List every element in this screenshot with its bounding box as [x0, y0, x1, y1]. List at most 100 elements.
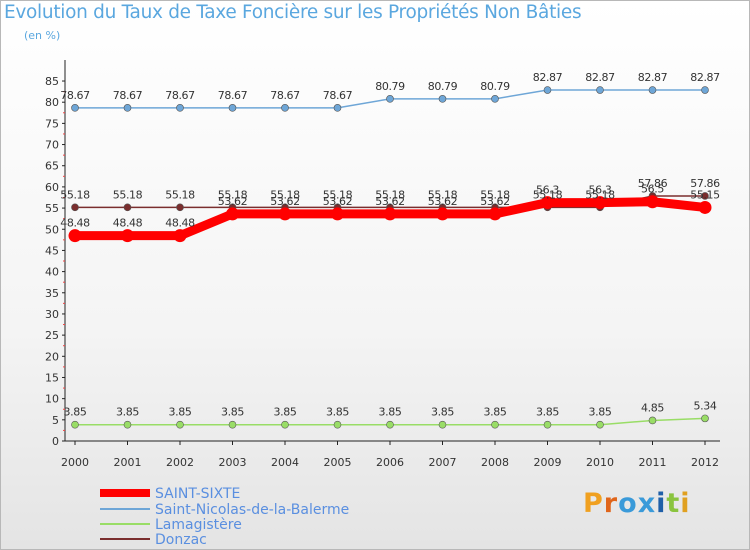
data-label: 57.86	[638, 177, 668, 190]
logo-letter: i	[656, 488, 667, 519]
data-point	[226, 207, 239, 221]
x-tick-label: 2012	[691, 456, 719, 469]
data-point	[383, 207, 397, 221]
x-tick-label: 2004	[271, 456, 299, 469]
y-tick-label: 85	[45, 75, 59, 88]
data-label: 3.85	[536, 406, 559, 419]
data-label: 78.67	[218, 89, 248, 102]
x-tick-label: 2007	[429, 456, 457, 469]
data-label: 53.62	[375, 195, 405, 208]
data-label: 56.3	[589, 184, 612, 197]
data-label: 78.67	[113, 89, 143, 102]
data-label: 5.34	[694, 399, 717, 412]
x-tick-label: 2010	[586, 456, 614, 469]
data-label: 3.85	[484, 406, 507, 419]
data-label: 82.87	[533, 71, 563, 84]
x-tick-label: 2006	[376, 456, 404, 469]
data-label: 55.18	[113, 188, 143, 201]
legend-label: Donzac	[155, 532, 207, 548]
logo-letter: o	[618, 488, 638, 519]
data-point	[701, 192, 709, 200]
data-label: 55.18	[270, 188, 300, 201]
data-label: 56.3	[536, 184, 559, 197]
data-point	[333, 104, 342, 112]
y-axis-label: (en %)	[24, 29, 61, 42]
data-point	[228, 420, 237, 429]
chart-title: Evolution du Taux de Taxe Foncière sur l…	[4, 2, 582, 23]
data-label: 53.62	[270, 195, 300, 208]
data-label: 55.18	[533, 188, 563, 201]
data-point	[71, 104, 79, 112]
data-label: 3.85	[431, 406, 454, 419]
data-label: 48.48	[60, 217, 90, 230]
data-point	[541, 196, 554, 210]
data-label: 4.85	[641, 401, 664, 414]
data-label: 56.5	[641, 183, 664, 196]
data-point	[701, 86, 709, 94]
data-label: 55.18	[480, 188, 510, 201]
data-label: 78.67	[270, 89, 300, 102]
data-point	[488, 207, 502, 221]
data-point	[281, 104, 289, 112]
data-label: 53.62	[218, 195, 248, 208]
x-tick-label: 2008	[481, 456, 509, 469]
data-label: 55.18	[375, 188, 405, 201]
data-label: 78.67	[60, 89, 90, 102]
logo-letter: r	[603, 488, 619, 519]
data-point	[386, 420, 394, 429]
data-point	[701, 414, 709, 423]
y-tick-label: 10	[45, 393, 59, 406]
y-tick-label: 15	[45, 371, 59, 384]
x-tick-label: 2002	[166, 456, 194, 469]
data-label: 80.79	[375, 80, 405, 93]
data-label: 53.62	[323, 195, 353, 208]
y-tick-label: 70	[45, 139, 59, 152]
data-point	[123, 104, 132, 112]
data-point	[438, 420, 447, 429]
legend-label: SAINT-SIXTE	[155, 486, 240, 502]
data-label: 78.67	[165, 89, 195, 102]
data-label: 3.85	[379, 406, 402, 419]
data-point	[228, 104, 237, 112]
data-point	[176, 420, 184, 429]
data-point	[176, 203, 184, 212]
data-point	[438, 95, 447, 103]
data-point	[71, 420, 79, 429]
data-point	[333, 420, 342, 429]
data-label: 55.18	[218, 188, 248, 201]
data-point	[698, 200, 712, 214]
data-label: 53.62	[480, 195, 510, 208]
data-label: 48.48	[113, 217, 143, 230]
data-label: 55.15	[690, 188, 720, 201]
data-point	[281, 420, 289, 429]
y-tick-label: 40	[45, 266, 59, 279]
x-tick-label: 2005	[324, 456, 352, 469]
data-point	[648, 86, 657, 94]
data-point	[491, 420, 499, 429]
data-label: 78.67	[323, 89, 353, 102]
data-point	[176, 104, 184, 112]
data-point	[331, 207, 344, 221]
data-label: 3.85	[274, 406, 297, 419]
data-label: 80.79	[480, 80, 510, 93]
data-point	[123, 420, 132, 429]
data-point	[436, 207, 449, 221]
data-point	[543, 420, 552, 429]
data-point	[123, 203, 132, 212]
data-label: 82.87	[585, 71, 615, 84]
data-label: 55.18	[165, 188, 195, 201]
y-tick-label: 5	[52, 414, 59, 427]
proxiti-logo: Proxiti	[583, 488, 691, 519]
data-label: 82.87	[638, 71, 668, 84]
y-tick-label: 45	[45, 244, 59, 257]
data-point	[121, 229, 134, 243]
y-tick-label: 80	[45, 96, 59, 109]
logo-letter: t	[666, 488, 681, 519]
data-point	[593, 196, 607, 210]
x-tick-label: 2001	[114, 456, 142, 469]
logo-letter: P	[583, 488, 604, 519]
data-label: 55.18	[428, 188, 458, 201]
logo-letter: x	[637, 488, 657, 519]
